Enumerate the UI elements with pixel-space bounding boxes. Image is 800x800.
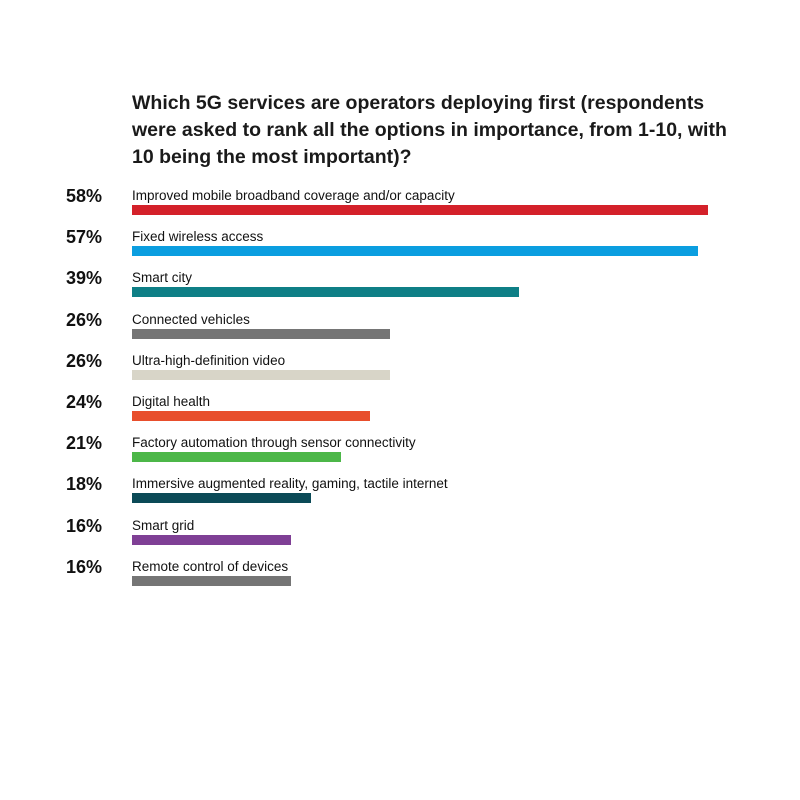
data-label: 26% — [66, 350, 103, 371]
bar — [132, 246, 698, 257]
bar — [132, 205, 708, 215]
category-label: Smart grid — [132, 517, 195, 533]
data-label: 39% — [66, 268, 103, 289]
bar-row: 26% Ultra-high-definition video — [0, 351, 800, 392]
bar-row: 24% Digital health — [0, 392, 800, 433]
data-label: 16% — [66, 515, 103, 536]
bar — [132, 575, 291, 586]
data-label: 24% — [66, 392, 103, 412]
category-label: Smart city — [132, 270, 193, 286]
bar-row: 58% Improved mobile broadband coverage an… — [0, 186, 800, 227]
data-label: 26% — [66, 309, 103, 330]
bar-row: 57% Fixed wireless access — [0, 227, 800, 268]
bar — [132, 411, 370, 421]
data-label: 21% — [66, 433, 103, 454]
category-label: Factory automation through sensor connec… — [132, 435, 416, 451]
bar — [132, 287, 519, 298]
bar-row: 18% Immersive augmented reality, gaming, … — [0, 474, 800, 515]
bar — [132, 328, 390, 339]
category-label: Ultra-high-definition video — [132, 352, 286, 368]
bar — [132, 493, 311, 504]
bar-row: 21% Factory automation through sensor con… — [0, 433, 800, 474]
bar-row: 16% Remote control of devices — [0, 557, 800, 598]
category-label: Digital health — [132, 394, 211, 409]
category-label: Improved mobile broadband coverage and/o… — [132, 188, 455, 203]
data-label: 58% — [66, 186, 103, 206]
bar — [132, 534, 291, 545]
category-label: Connected vehicles — [132, 311, 250, 327]
bar-row: 26% Connected vehicles — [0, 310, 800, 351]
category-label: Immersive augmented reality, gaming, tac… — [132, 476, 448, 492]
data-label: 16% — [66, 556, 103, 577]
category-label: Remote control of devices — [132, 558, 289, 574]
bar — [132, 369, 390, 380]
category-label: Fixed wireless access — [132, 229, 264, 245]
chart-title: Which 5G services are operators deployin… — [132, 92, 727, 168]
data-label: 57% — [66, 227, 103, 248]
bar-row: 39% Smart city — [0, 268, 800, 309]
bar — [132, 452, 341, 463]
data-label: 18% — [66, 474, 103, 495]
bar-row: 16% Smart grid — [0, 516, 800, 557]
